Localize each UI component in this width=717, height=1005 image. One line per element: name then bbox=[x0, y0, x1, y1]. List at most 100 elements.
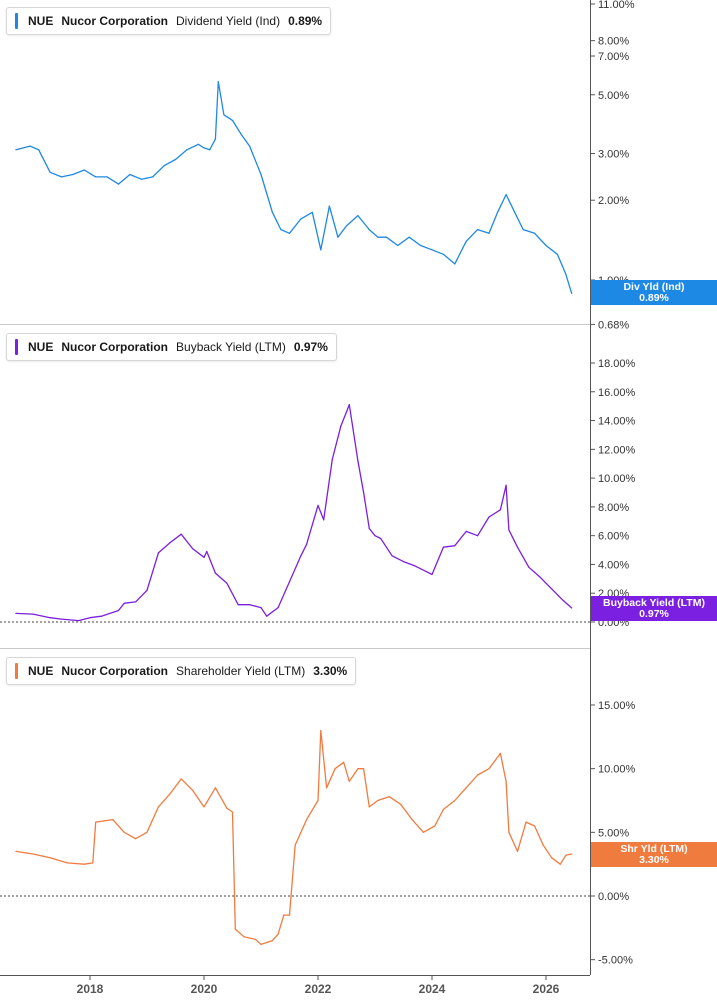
data-point-buyback-yield bbox=[288, 581, 291, 583]
data-point-dividend-yield bbox=[522, 228, 524, 231]
data-point-shareholder-yield bbox=[534, 825, 536, 827]
data-point-shareholder-yield bbox=[320, 729, 322, 732]
data-point-dividend-yield bbox=[83, 169, 85, 171]
legend-swatch-purple bbox=[15, 339, 18, 355]
data-point-dividend-yield bbox=[163, 165, 165, 167]
y-tick-label: 10.00% bbox=[598, 473, 636, 485]
data-point-buyback-yield bbox=[505, 484, 507, 486]
data-point-buyback-yield bbox=[391, 555, 393, 557]
data-point-buyback-yield bbox=[32, 613, 34, 615]
data-point-shareholder-yield bbox=[95, 821, 97, 823]
data-point-dividend-yield bbox=[280, 228, 282, 231]
data-point-shareholder-yield bbox=[388, 796, 390, 798]
data-point-dividend-yield bbox=[477, 228, 479, 231]
data-point-shareholder-yield bbox=[559, 863, 561, 865]
legend-company: Nucor Corporation bbox=[61, 340, 169, 354]
data-point-buyback-yield bbox=[192, 548, 194, 550]
y-tick-label: 0.68% bbox=[598, 319, 629, 331]
data-point-dividend-yield bbox=[534, 232, 536, 234]
data-point-buyback-yield bbox=[15, 612, 17, 614]
data-point-buyback-yield bbox=[414, 565, 416, 567]
data-point-buyback-yield bbox=[146, 589, 148, 591]
data-point-shareholder-yield bbox=[226, 807, 228, 809]
data-point-shareholder-yield bbox=[317, 799, 319, 802]
data-point-buyback-yield bbox=[508, 529, 510, 531]
data-point-buyback-yield bbox=[266, 615, 268, 617]
data-point-dividend-yield bbox=[197, 143, 199, 145]
y-tick-label: -5.00% bbox=[598, 955, 633, 967]
data-point-shareholder-yield bbox=[505, 780, 507, 783]
data-point-buyback-yield bbox=[157, 552, 159, 554]
legend-buyback-yield: NUE Nucor Corporation Buyback Yield (LTM… bbox=[6, 333, 337, 361]
y-tick-label: 5.00% bbox=[598, 827, 629, 839]
data-point-dividend-yield bbox=[357, 214, 359, 217]
data-point-dividend-yield bbox=[174, 158, 177, 161]
tag-value: 0.89% bbox=[639, 291, 669, 304]
y-tick-label: 16.00% bbox=[598, 387, 636, 399]
data-point-shareholder-yield bbox=[32, 853, 34, 855]
value-tag-shareholder-yield: Shr Yld (LTM) 3.30% bbox=[591, 842, 717, 867]
data-point-shareholder-yield bbox=[92, 862, 94, 864]
data-point-buyback-yield bbox=[169, 542, 171, 544]
legend-swatch-orange bbox=[15, 663, 18, 679]
series-line-buyback-yield bbox=[15, 404, 573, 622]
data-point-buyback-yield bbox=[477, 535, 479, 537]
data-point-buyback-yield bbox=[180, 533, 182, 535]
data-point-buyback-yield bbox=[323, 519, 325, 521]
y-tick-label: 11.00% bbox=[598, 0, 635, 11]
data-point-shareholder-yield bbox=[325, 787, 328, 789]
data-point-shareholder-yield bbox=[368, 806, 370, 808]
x-tick-label: 2018 bbox=[77, 982, 104, 996]
data-point-dividend-yield bbox=[38, 149, 40, 151]
data-point-shareholder-yield bbox=[123, 831, 125, 833]
data-point-shareholder-yield bbox=[454, 799, 456, 802]
data-point-dividend-yield bbox=[240, 133, 242, 135]
y-tick-label: 12.00% bbox=[598, 444, 636, 456]
data-point-dividend-yield bbox=[271, 211, 273, 213]
data-point-buyback-yield bbox=[123, 602, 125, 604]
value-tag-buyback-yield: Buyback Yield (LTM) 0.97% bbox=[591, 596, 717, 621]
data-point-shareholder-yield bbox=[525, 821, 527, 823]
data-point-shareholder-yield bbox=[169, 793, 171, 795]
legend-metric: Shareholder Yield (LTM) bbox=[176, 664, 306, 678]
data-point-buyback-yield bbox=[306, 543, 308, 545]
data-point-buyback-yield bbox=[317, 504, 319, 507]
data-point-dividend-yield bbox=[377, 236, 379, 238]
legend-shareholder-yield: NUE Nucor Corporation Shareholder Yield … bbox=[6, 657, 357, 685]
data-point-shareholder-yield bbox=[422, 831, 425, 833]
data-point-shareholder-yield bbox=[571, 853, 573, 855]
data-point-buyback-yield bbox=[454, 545, 456, 547]
data-point-buyback-yield bbox=[425, 571, 427, 573]
data-point-dividend-yield bbox=[249, 145, 251, 147]
data-point-shareholder-yield bbox=[508, 831, 510, 833]
data-point-shareholder-yield bbox=[66, 862, 68, 864]
data-point-buyback-yield bbox=[203, 556, 205, 558]
data-point-shareholder-yield bbox=[260, 943, 262, 945]
data-point-shareholder-yield bbox=[231, 811, 234, 813]
data-point-buyback-yield bbox=[516, 546, 519, 548]
data-point-buyback-yield bbox=[60, 618, 63, 620]
legend-company: Nucor Corporation bbox=[61, 664, 169, 678]
data-point-buyback-yield bbox=[277, 607, 279, 609]
data-point-buyback-yield bbox=[368, 527, 370, 530]
data-point-dividend-yield bbox=[95, 176, 97, 178]
data-point-dividend-yield bbox=[320, 249, 322, 251]
legend-ticker: NUE bbox=[28, 14, 54, 28]
data-point-shareholder-yield bbox=[234, 928, 236, 930]
y-tick-label: 6.00% bbox=[598, 531, 629, 543]
data-point-buyback-yield bbox=[357, 460, 359, 462]
data-point-dividend-yield bbox=[223, 114, 225, 116]
tag-label: Div Yld (Ind) bbox=[623, 280, 685, 293]
data-point-shareholder-yield bbox=[516, 850, 519, 853]
data-point-buyback-yield bbox=[363, 491, 365, 494]
data-point-buyback-yield bbox=[539, 576, 541, 578]
data-point-dividend-yield bbox=[545, 244, 547, 247]
data-point-buyback-yield bbox=[571, 607, 573, 609]
data-point-shareholder-yield bbox=[400, 803, 402, 805]
y-tick-label: 0.00% bbox=[598, 891, 629, 903]
y-tick-label: 10.00% bbox=[598, 764, 636, 776]
y-tick-label: 8.00% bbox=[598, 502, 629, 514]
data-point-shareholder-yield bbox=[377, 799, 379, 802]
data-point-shareholder-yield bbox=[203, 806, 205, 808]
data-point-dividend-yield bbox=[231, 119, 234, 122]
